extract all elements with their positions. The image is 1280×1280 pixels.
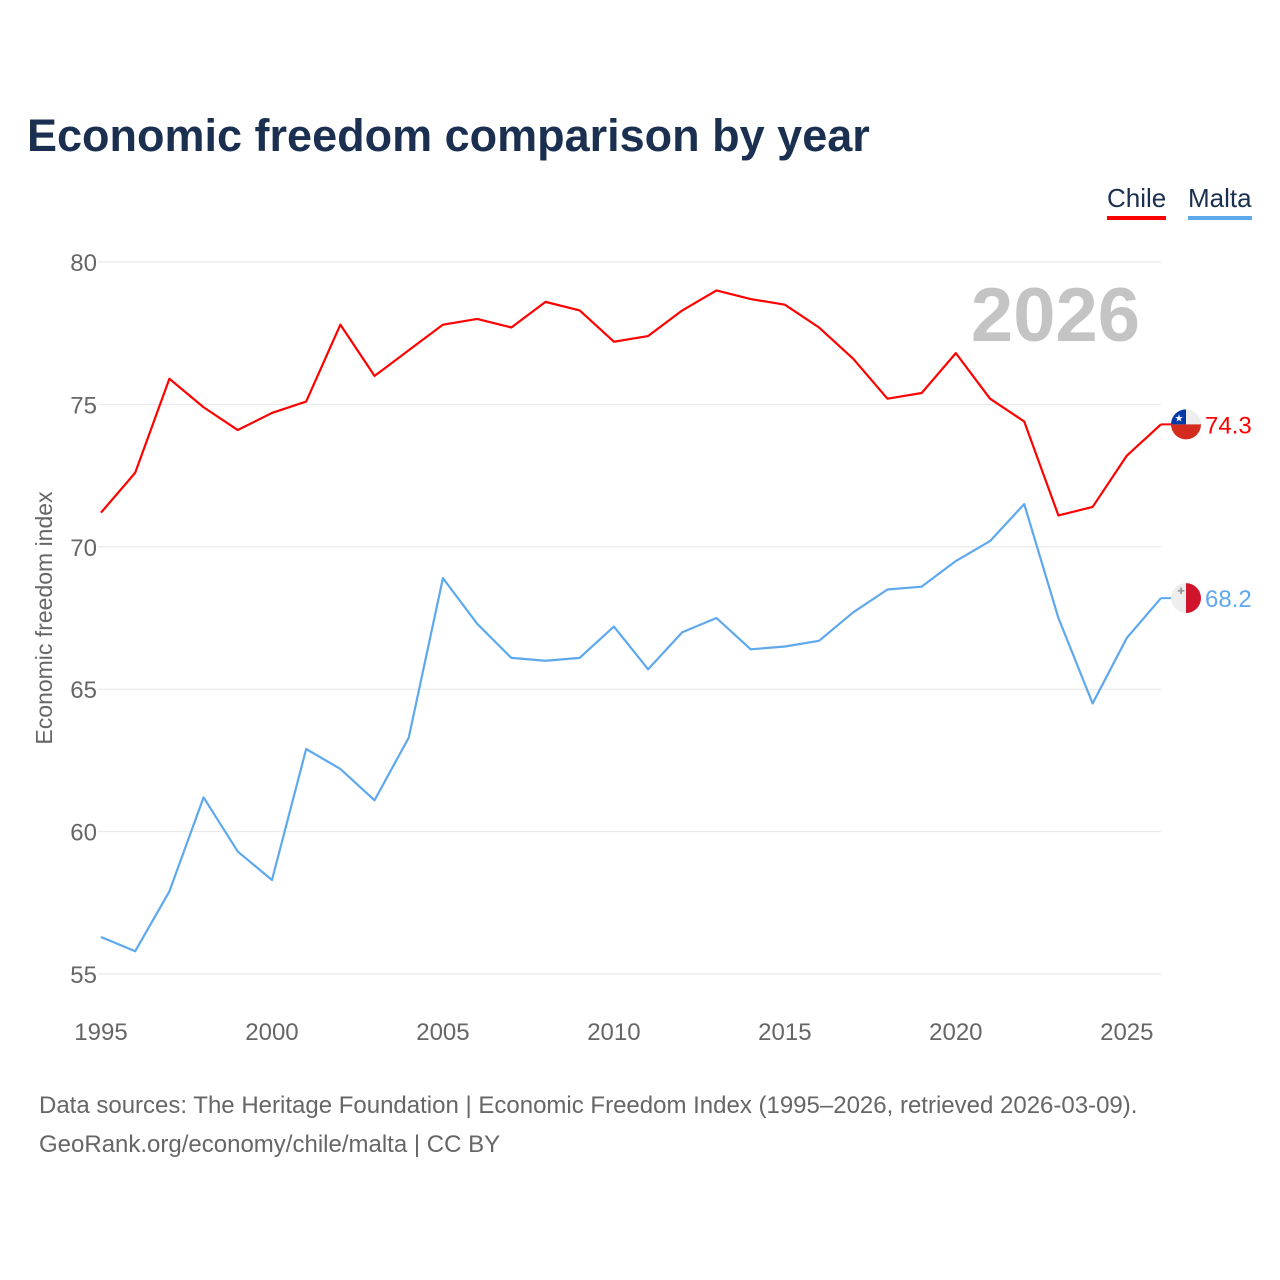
source-text: Data sources: The Heritage Foundation | … [39,1092,1138,1119]
y-axis-label: Economic freedom index [31,491,57,745]
y-tick-label: 80 [70,250,97,277]
y-tick-label: 70 [70,535,97,562]
end-value-label-chile: 74.3 [1205,412,1252,439]
x-tick-label: 2015 [758,1019,811,1046]
x-tick-label: 2005 [416,1019,469,1046]
x-tick-label: 2000 [245,1019,298,1046]
legend-malta[interactable]: Malta [1188,183,1252,220]
y-tick-label: 60 [70,820,97,847]
source-note: Data sources: The Heritage Foundation | … [39,1086,1137,1164]
star-icon: ★ [1175,413,1184,424]
george-cross-icon: ✚ [1177,586,1185,596]
chile-flag-icon [1171,424,1201,440]
chart-title: Economic freedom comparison by year [27,110,870,161]
legend-chile[interactable]: Chile [1107,183,1167,220]
malta-flag-icon [1186,583,1202,614]
x-tick-label: 2025 [1100,1019,1153,1046]
x-tick-label: 2010 [587,1019,640,1046]
chile-flag-icon [1171,409,1186,425]
x-tick-label: 2020 [929,1019,982,1046]
credit-text[interactable]: GeoRank.org/economy/chile/malta | CC BY [39,1131,501,1158]
series-line-malta [100,502,1162,953]
y-tick-label: 55 [70,962,97,989]
x-tick-label: 1995 [74,1019,127,1046]
y-tick-label: 65 [70,677,97,704]
year-watermark: 2026 [971,273,1140,358]
malta-flag-icon [1171,583,1186,614]
end-value-label-malta: 68.2 [1205,586,1252,613]
series-line-chile [100,289,1162,517]
y-tick-label: 75 [70,392,97,419]
